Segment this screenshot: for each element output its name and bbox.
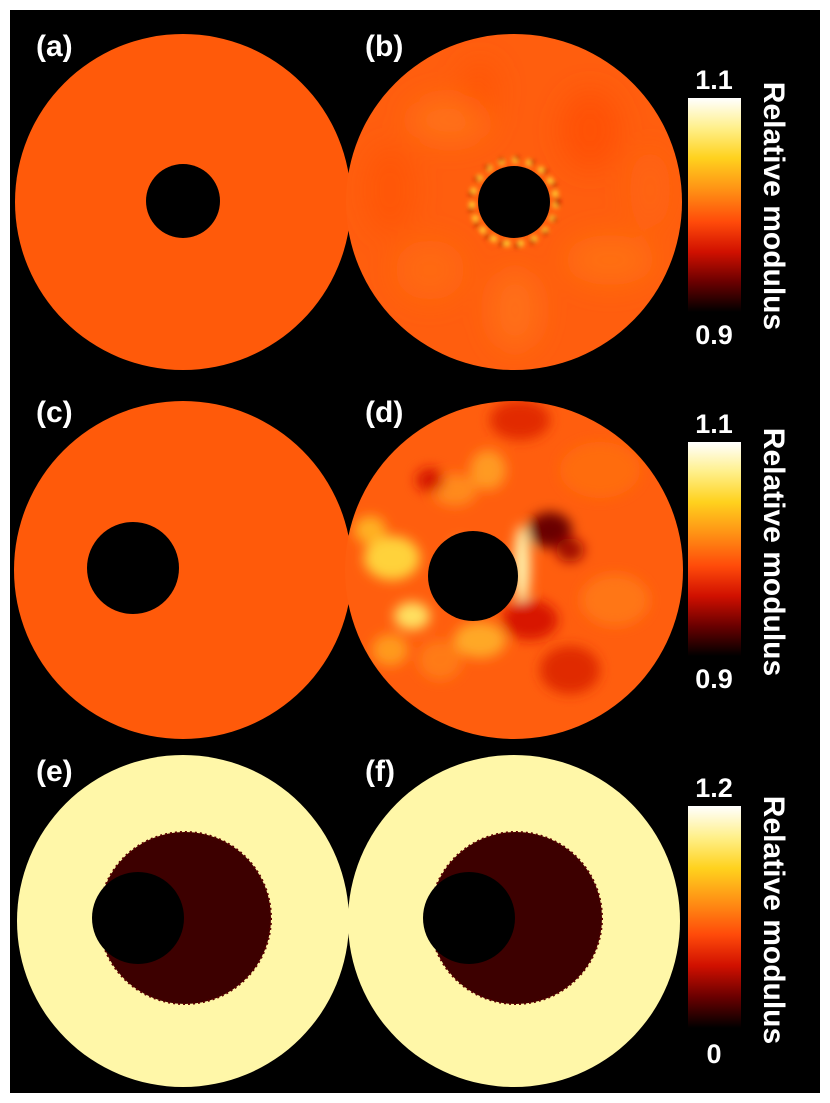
panel-f-label: (f)	[365, 755, 395, 788]
colorbar-2: 1.1 0.9 Relative modulus	[688, 409, 790, 694]
panel-d-disk	[345, 401, 683, 739]
panel-c-disk	[14, 401, 352, 739]
panel-a-hole	[146, 164, 220, 238]
colorbar-2-title: Relative modulus	[757, 428, 790, 676]
panel-d-texture	[354, 401, 649, 694]
panel-f-hole	[423, 872, 515, 964]
colorbar-3: 1.2 0 Relative modulus	[688, 773, 790, 1069]
panel-c-label: (c)	[36, 396, 73, 429]
panel-b-disk	[346, 34, 682, 370]
panel-d-hole	[428, 531, 518, 621]
colorbar-3-scale	[688, 806, 741, 1028]
panel-b-texture	[365, 60, 670, 350]
colorbar-1: 1.1 0.9 Relative modulus	[688, 65, 790, 350]
panel-f-disk	[348, 755, 680, 1087]
panel-b-hole	[478, 166, 550, 238]
panel-c-hole	[87, 522, 179, 614]
colorbar-3-min: 0	[706, 1039, 721, 1069]
panel-e-label: (e)	[36, 755, 73, 788]
colorbar-3-title: Relative modulus	[757, 796, 790, 1044]
figure-canvas: 1.1 0.9 Relative modulus	[14, 30, 790, 1087]
colorbar-2-max: 1.1	[695, 409, 733, 439]
colorbar-2-min: 0.9	[695, 664, 733, 694]
panel-e-hole	[92, 872, 184, 964]
colorbar-2-scale	[688, 442, 741, 656]
colorbar-1-title: Relative modulus	[757, 82, 790, 330]
colorbar-1-max: 1.1	[695, 65, 733, 95]
colorbar-1-scale	[688, 98, 741, 312]
panel-b-hole-edge	[468, 156, 560, 248]
colorbar-3-max: 1.2	[695, 773, 733, 803]
colorbar-1-min: 0.9	[695, 320, 733, 350]
panel-d-label: (d)	[365, 396, 403, 429]
panel-a-disk	[15, 34, 351, 370]
figure: 1.1 0.9 Relative modulus	[10, 10, 820, 1093]
panel-a-label: (a)	[36, 30, 73, 63]
panel-b-label: (b)	[365, 30, 403, 63]
panel-e-disk	[17, 755, 349, 1087]
